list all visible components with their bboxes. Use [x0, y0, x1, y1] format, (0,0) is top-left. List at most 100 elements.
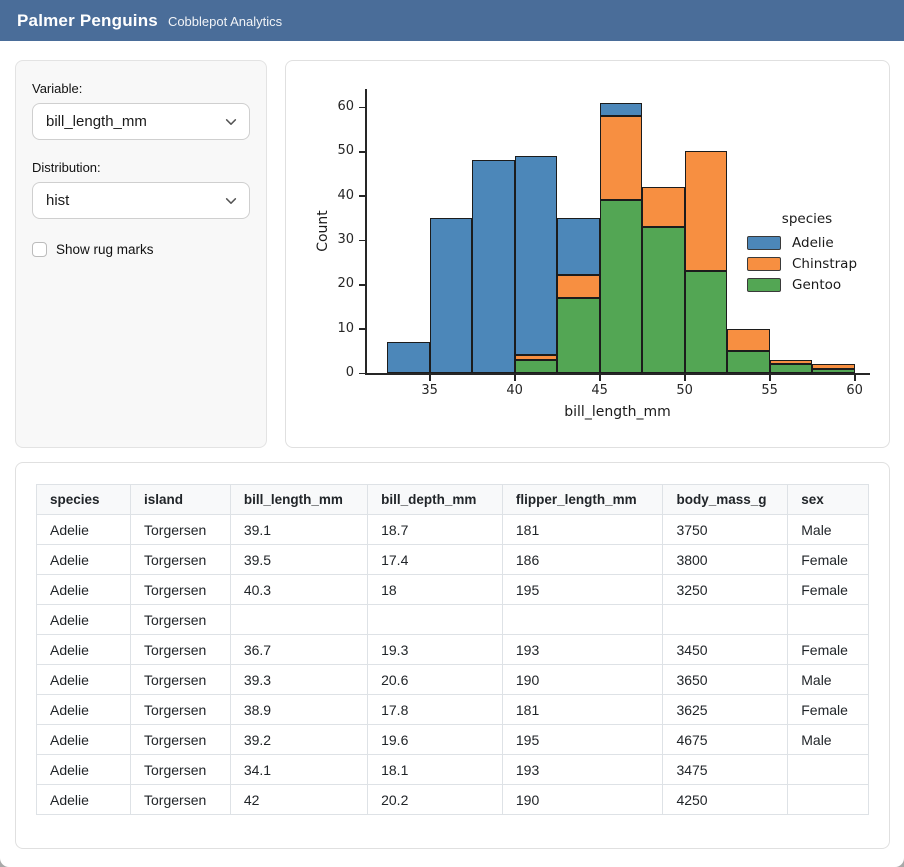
table-cell: [367, 604, 503, 635]
table-cell: 19.3: [367, 634, 503, 665]
table-cell: 39.1: [229, 514, 369, 545]
table-cell: Torgersen: [130, 724, 231, 755]
y-tick-label: 50: [337, 143, 354, 159]
table-cell: Adelie: [35, 784, 132, 815]
bar-segment-gentoo: [727, 350, 770, 373]
table-cell: Adelie: [35, 604, 132, 635]
y-axis-label: Count: [315, 210, 331, 252]
bar-segment-gentoo: [557, 297, 600, 373]
table-cell: 39.5: [229, 544, 369, 575]
legend-item-gentoo: Gentoo: [747, 274, 887, 295]
bar-segment-adelie: [472, 160, 515, 373]
histogram-plot: 0 10 20 30 40 50 60 35 40 45 50 55 60 species Adelie Ch…: [286, 61, 889, 447]
variable-field: Variable: bill_length_mm: [32, 81, 250, 140]
table-cell: 190: [501, 784, 664, 815]
table-cell: [787, 754, 869, 785]
x-tick: [599, 374, 601, 381]
table-cell: [787, 784, 869, 815]
y-tick: [359, 283, 365, 286]
table-cell: Female: [787, 694, 869, 725]
table-cell: 195: [501, 724, 664, 755]
table-cell: 3475: [662, 754, 789, 785]
column-header-bill_depth_mm: bill_depth_mm: [367, 484, 503, 515]
legend-title: species: [781, 211, 833, 227]
table-header-row: species island bill_length_mm bill_depth_mm…: [35, 484, 869, 515]
y-tick-label: 40: [337, 187, 354, 203]
rug-checkbox[interactable]: [32, 242, 47, 257]
y-tick: [359, 195, 365, 197]
legend-label: Chinstrap: [792, 255, 858, 272]
table-cell: 3800: [662, 544, 789, 575]
table-cell: Adelie: [35, 514, 132, 545]
column-header-body_mass_g: body_mass_g: [662, 484, 789, 515]
bar-segment-gentoo: [642, 226, 685, 373]
table-row: Adelie Torgersen 40.3 18 195 3250 Female: [35, 574, 869, 605]
y-tick-label: 0: [345, 365, 354, 380]
table-row: Adelie Torgersen: [35, 604, 869, 635]
bar-segment-adelie: [599, 102, 643, 116]
table-cell: 20.2: [367, 784, 503, 815]
x-tick: [429, 374, 431, 381]
table-cell: Torgersen: [130, 664, 231, 695]
y-tick-label: 10: [337, 320, 354, 336]
bar-segment-gentoo: [514, 359, 558, 373]
table-cell: 18: [367, 574, 503, 605]
column-header-flipper_length_mm: flipper_length_mm: [501, 484, 664, 515]
bar-segment-adelie: [387, 341, 430, 373]
bar-segment-gentoo: [769, 364, 813, 373]
table-cell: 193: [501, 754, 664, 785]
bar-segment-chinstrap: [769, 359, 813, 365]
x-tick-label: 35: [421, 383, 438, 398]
x-tick-label: 60: [846, 383, 863, 398]
table-cell: Torgersen: [130, 754, 231, 785]
table-row: Adelie Torgersen 39.1 18.7 181 3750 Male: [35, 514, 869, 545]
table-cell: Adelie: [35, 724, 132, 755]
table-row: Adelie Torgersen 39.5 17.4 186 3800 Female: [35, 544, 869, 575]
x-tick-label: 55: [761, 383, 778, 398]
table-cell: Torgersen: [130, 604, 231, 635]
table-cell: Female: [787, 574, 869, 605]
table-cell: Torgersen: [130, 694, 231, 725]
y-tick: [359, 328, 365, 330]
x-tick: [769, 374, 771, 381]
y-tick: [359, 106, 365, 109]
penguins-table: species island bill_length_mm bill_depth_mm…: [35, 484, 869, 815]
bar-segment-gentoo: [599, 200, 643, 373]
table-cell: [787, 604, 869, 635]
table-cell: 19.6: [367, 724, 503, 755]
x-axis-label: bill_length_mm: [564, 404, 671, 420]
y-tick-label: 30: [337, 232, 354, 247]
table-cell: Torgersen: [130, 514, 231, 545]
distribution-select-wrap: hist: [32, 182, 250, 219]
table-cell: Female: [787, 544, 869, 575]
legend-item-adelie: Adelie: [747, 232, 887, 253]
bar-segment-chinstrap: [599, 115, 643, 201]
app-header: Palmer Penguins Cobblepot Analytics: [0, 0, 904, 41]
table-cell: Torgersen: [130, 574, 231, 605]
rug-checkbox-row[interactable]: Show rug marks: [32, 242, 250, 257]
table-row: Adelie Torgersen 39.3 20.6 190 3650 Male: [35, 664, 869, 695]
table-cell: 3750: [662, 514, 789, 545]
bar-segment-gentoo: [812, 368, 855, 373]
table-cell: 40.3: [229, 574, 369, 605]
distribution-select[interactable]: hist: [32, 182, 250, 219]
table-cell: Torgersen: [130, 544, 231, 575]
bar-segment-chinstrap: [812, 364, 855, 369]
table-cell: Adelie: [35, 634, 132, 665]
table-cell: Male: [787, 724, 869, 755]
table-cell: [662, 604, 789, 635]
table-cell: Adelie: [35, 574, 132, 605]
x-tick-label: 50: [676, 383, 693, 398]
table-cell: [229, 604, 369, 635]
legend-item-chinstrap: Chinstrap: [747, 253, 887, 274]
table-cell: Adelie: [35, 544, 132, 575]
table-cell: 3650: [662, 664, 789, 695]
x-tick-label: 40: [506, 383, 523, 398]
chart-legend: species Adelie Chinstrap Gentoo: [747, 211, 887, 295]
table-cell: 4675: [662, 724, 789, 755]
app-title: Palmer Penguins: [17, 10, 158, 30]
table-cell: 190: [501, 664, 664, 695]
table-cell: Adelie: [35, 664, 132, 695]
variable-select[interactable]: bill_length_mm: [32, 103, 250, 140]
